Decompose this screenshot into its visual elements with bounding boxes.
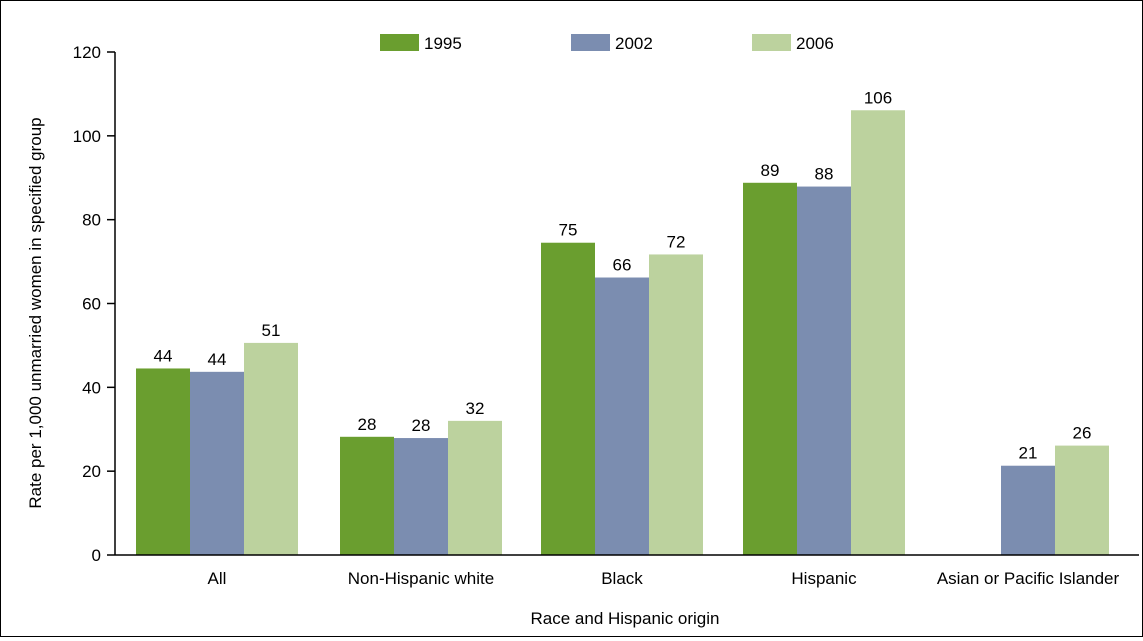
bar-value-label: 44 [154,346,173,365]
x-tick-label: All [208,569,227,588]
bar [394,438,448,555]
x-axis: All Non-Hispanic white Black Hispanic Asian … [115,554,1139,588]
y-tick-label: 120 [73,43,101,62]
x-axis-title: Race and Hispanic origin [531,609,720,628]
bar-value-label: 72 [667,232,686,251]
legend-swatch [571,34,610,51]
bar-value-label: 75 [559,221,578,240]
y-tick-label: 100 [73,127,101,146]
bar-value-label: 66 [613,256,632,275]
bar [136,368,190,555]
bar-value-label: 28 [358,415,377,434]
legend-swatch [380,34,419,51]
bar-value-label: 106 [864,88,892,107]
bar-value-label: 89 [761,161,780,180]
bar [541,242,595,556]
bars: 44 28 75 89 44 28 66 88 21 51 32 72 106 26 [136,88,1109,556]
y-tick-label: 40 [82,378,101,397]
bar [797,186,851,556]
bar [743,182,797,555]
bar [1001,465,1055,555]
bar [340,436,394,555]
bar [448,420,502,555]
y-tick-label: 20 [82,462,101,481]
legend-swatch [752,34,791,51]
x-tick-label: Asian or Pacific Islander [937,569,1120,588]
bar [595,277,649,555]
bar [851,110,905,556]
x-tick-label: Black [601,569,643,588]
bar-value-label: 26 [1073,424,1092,443]
bar-value-label: 32 [466,399,485,418]
bar [1055,445,1109,555]
bar-value-label: 28 [412,416,431,435]
y-axis-title: Rate per 1,000 unmarried women in specif… [26,117,45,508]
legend: 1995 2002 2006 [380,34,834,53]
x-tick-label: Non-Hispanic white [348,569,494,588]
bar-value-label: 51 [262,321,281,340]
y-tick-label: 80 [82,211,101,230]
bar [649,254,703,555]
bar [244,342,298,555]
legend-label: 1995 [424,34,462,53]
legend-label: 2002 [615,34,653,53]
bar [190,371,244,555]
y-tick-label: 0 [92,546,101,565]
bar-value-label: 88 [815,165,834,184]
y-axis: 0 20 40 60 80 100 120 [73,43,116,565]
y-tick-label: 60 [82,295,101,314]
x-tick-label: Hispanic [791,569,857,588]
bar-value-label: 21 [1019,444,1038,463]
bar-value-label: 44 [208,350,227,369]
legend-label: 2006 [796,34,834,53]
